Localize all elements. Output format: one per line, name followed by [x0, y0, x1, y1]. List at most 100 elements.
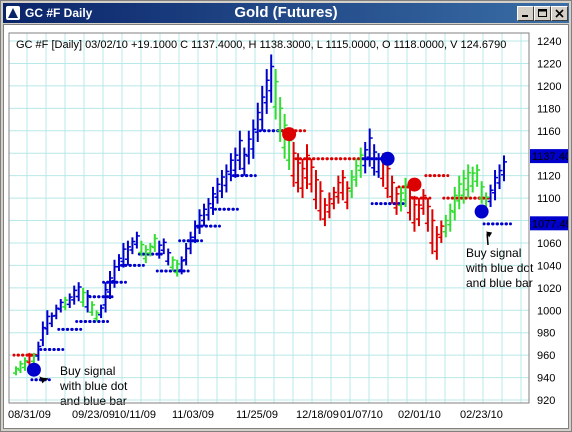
- price-bar: [138, 240, 145, 257]
- stop-dot: [155, 269, 159, 273]
- stop-dot: [151, 252, 155, 256]
- annotation-arrow-head: [486, 231, 493, 238]
- stop-dot: [352, 157, 356, 161]
- stop-dot: [79, 327, 83, 331]
- stop-dot: [334, 157, 338, 161]
- price-bar: [420, 189, 427, 215]
- stop-dot: [415, 196, 419, 200]
- price-bar: [223, 164, 230, 193]
- stop-dot: [21, 353, 25, 357]
- stop-dot: [182, 269, 186, 273]
- stop-dot: [16, 353, 20, 357]
- stop-dot: [384, 202, 388, 206]
- price-bar: [357, 147, 364, 178]
- price-bar: [339, 170, 346, 201]
- price-bar: [312, 170, 319, 210]
- stop-dot: [473, 196, 477, 200]
- stop-dot: [196, 239, 200, 243]
- price-bar: [353, 158, 360, 187]
- stop-dot: [115, 280, 119, 284]
- y-tick-label: 1040: [537, 260, 561, 272]
- y-tick-label: 1220: [537, 58, 561, 70]
- price-bar: [115, 254, 122, 271]
- close-button[interactable]: [551, 6, 568, 21]
- stop-dot: [424, 196, 428, 200]
- stop-dot: [102, 319, 106, 323]
- stop-dot: [263, 129, 267, 133]
- price-bar: [205, 198, 212, 221]
- price-bar: [344, 181, 351, 210]
- price-bar: [447, 203, 454, 232]
- price-bar: [142, 245, 149, 264]
- price-labels: 1137.400 1077.490: [530, 149, 568, 231]
- price-bar: [133, 231, 140, 249]
- price-bar: [465, 164, 472, 199]
- y-axis: 1240122012001180116011401120110010801060…: [537, 36, 561, 407]
- stop-dot: [388, 202, 392, 206]
- stop-dot: [222, 207, 226, 211]
- y-tick-label: 1180: [537, 103, 561, 115]
- price-bar: [330, 186, 337, 210]
- minimize-button[interactable]: [517, 6, 534, 21]
- price-bar: [487, 184, 494, 208]
- stop-dot: [57, 348, 61, 352]
- price-bar: [411, 195, 418, 232]
- price-bar: [124, 240, 131, 266]
- stop-dot: [39, 348, 43, 352]
- title-bar[interactable]: GC #F Daily Gold (Futures): [3, 3, 569, 23]
- chart-panel: Buy signal with blue dot and blue bar Buy s…: [3, 24, 569, 429]
- price-bar: [415, 198, 422, 227]
- price-bar: [290, 141, 297, 187]
- stop-line: [39, 348, 65, 352]
- price-bar: [26, 352, 33, 366]
- price-bar: [53, 304, 60, 320]
- x-tick-label: 02/23/10: [460, 409, 503, 421]
- price-bar: [44, 310, 51, 335]
- stop-dot: [370, 202, 374, 206]
- price-bar: [227, 153, 234, 182]
- stop-dot: [272, 129, 276, 133]
- stop-dot: [159, 252, 163, 256]
- stop-dot: [245, 174, 249, 178]
- price-bar: [165, 248, 172, 266]
- stop-dot: [294, 157, 298, 161]
- stop-dot: [446, 174, 450, 178]
- price-label-text: 1137.400: [532, 151, 568, 163]
- stop-dot: [142, 252, 146, 256]
- price-bar: [496, 164, 503, 190]
- maximize-button[interactable]: [534, 6, 551, 21]
- price-bar: [348, 170, 355, 199]
- stop-dot: [424, 174, 428, 178]
- stop-dot: [25, 353, 29, 357]
- price-bar: [75, 282, 82, 302]
- stop-dot: [61, 327, 65, 331]
- annotation-text: Buy signal: [466, 246, 521, 260]
- stop-dot: [209, 224, 213, 228]
- stop-dot: [348, 157, 352, 161]
- stop-dot: [325, 157, 329, 161]
- price-bar: [442, 214, 449, 238]
- y-tick-label: 1000: [537, 305, 561, 317]
- stop-dot: [397, 185, 401, 189]
- stop-dot: [307, 157, 311, 161]
- stop-dot: [102, 280, 106, 284]
- stop-line: [294, 157, 369, 161]
- stop-dot: [231, 174, 235, 178]
- price-bar: [456, 175, 463, 210]
- price-bar: [501, 155, 507, 182]
- stop-dot: [48, 348, 52, 352]
- stop-dot: [182, 239, 186, 243]
- price-bar: [80, 287, 87, 307]
- stop-dot: [361, 157, 365, 161]
- price-bar: [156, 240, 163, 259]
- stop-line: [370, 202, 405, 206]
- stop-dot: [123, 280, 127, 284]
- price-bar: [424, 198, 431, 232]
- stop-dot: [500, 222, 504, 226]
- stop-dot: [137, 252, 141, 256]
- app-logo-icon: [6, 6, 20, 20]
- price-bar: [277, 97, 284, 142]
- price-bar: [66, 293, 73, 309]
